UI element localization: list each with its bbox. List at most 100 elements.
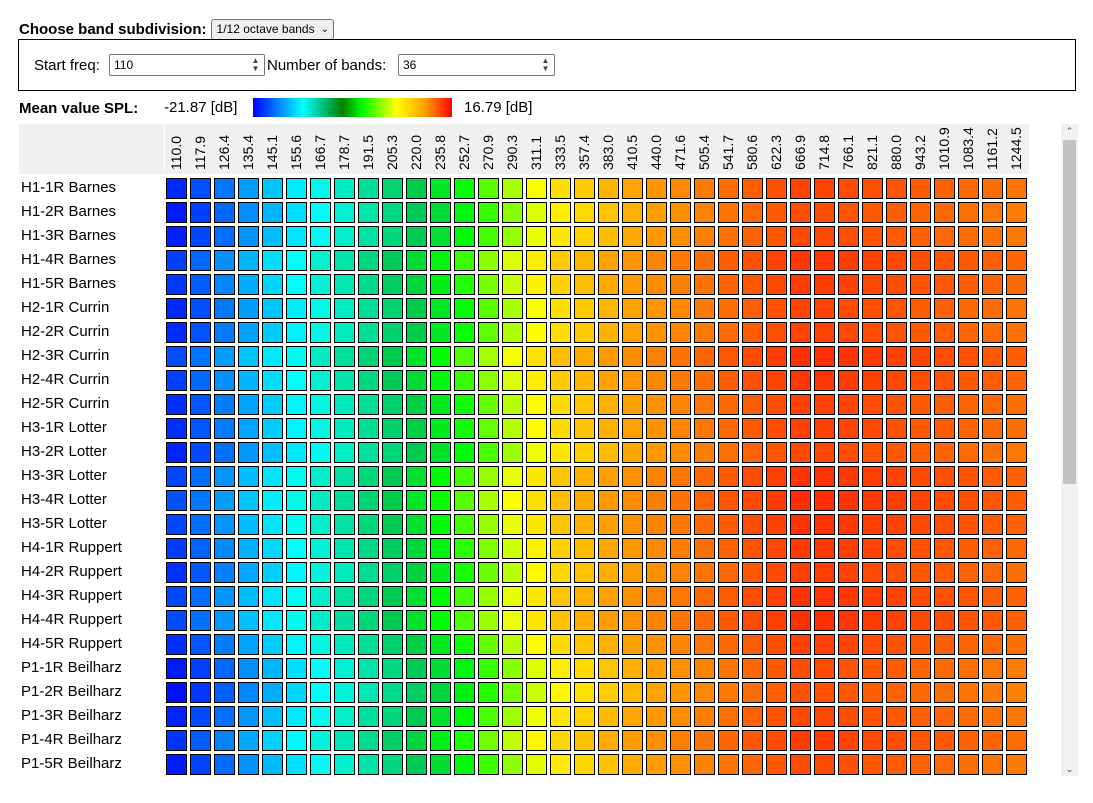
heatmap-cell[interactable] (958, 298, 979, 319)
heatmap-cell[interactable] (718, 730, 739, 751)
heatmap-cell[interactable] (478, 274, 499, 295)
heatmap-cell[interactable] (358, 178, 379, 199)
heatmap-cell[interactable] (550, 370, 571, 391)
heatmap-cell[interactable] (670, 538, 691, 559)
heatmap-cell[interactable] (598, 586, 619, 607)
heatmap-cell[interactable] (670, 370, 691, 391)
heatmap-cell[interactable] (238, 634, 259, 655)
heatmap-cell[interactable] (862, 250, 883, 271)
heatmap-cell[interactable] (358, 682, 379, 703)
heatmap-cell[interactable] (358, 346, 379, 367)
heatmap-cell[interactable] (1006, 394, 1027, 415)
heatmap-cell[interactable] (910, 610, 931, 631)
heatmap-cell[interactable] (358, 322, 379, 343)
heatmap-cell[interactable] (382, 178, 403, 199)
heatmap-cell[interactable] (526, 730, 547, 751)
heatmap-cell[interactable] (262, 586, 283, 607)
heatmap-cell[interactable] (454, 442, 475, 463)
heatmap-cell[interactable] (598, 298, 619, 319)
heatmap-cell[interactable] (622, 298, 643, 319)
heatmap-cell[interactable] (814, 298, 835, 319)
heatmap-cell[interactable] (166, 418, 187, 439)
heatmap-cell[interactable] (430, 250, 451, 271)
heatmap-cell[interactable] (502, 418, 523, 439)
heatmap-cell[interactable] (838, 610, 859, 631)
heatmap-cell[interactable] (190, 706, 211, 727)
heatmap-cell[interactable] (934, 298, 955, 319)
heatmap-cell[interactable] (886, 370, 907, 391)
heatmap-cell[interactable] (262, 562, 283, 583)
heatmap-cell[interactable] (526, 274, 547, 295)
heatmap-cell[interactable] (838, 370, 859, 391)
heatmap-cell[interactable] (910, 418, 931, 439)
heatmap-cell[interactable] (910, 370, 931, 391)
heatmap-cell[interactable] (454, 562, 475, 583)
heatmap-cell[interactable] (742, 346, 763, 367)
heatmap-cell[interactable] (766, 418, 787, 439)
heatmap-cell[interactable] (862, 514, 883, 535)
heatmap-cell[interactable] (382, 418, 403, 439)
heatmap-cell[interactable] (190, 466, 211, 487)
heatmap-cell[interactable] (958, 490, 979, 511)
heatmap-cell[interactable] (694, 274, 715, 295)
heatmap-cell[interactable] (406, 394, 427, 415)
heatmap-cell[interactable] (526, 298, 547, 319)
heatmap-cell[interactable] (718, 370, 739, 391)
heatmap-cell[interactable] (694, 442, 715, 463)
heatmap-cell[interactable] (190, 322, 211, 343)
heatmap-cell[interactable] (814, 466, 835, 487)
heatmap-cell[interactable] (238, 706, 259, 727)
heatmap-cell[interactable] (958, 322, 979, 343)
heatmap-cell[interactable] (478, 706, 499, 727)
heatmap-cell[interactable] (718, 466, 739, 487)
heatmap-cell[interactable] (430, 394, 451, 415)
heatmap-cell[interactable] (190, 370, 211, 391)
heatmap-cell[interactable] (454, 346, 475, 367)
heatmap-cell[interactable] (382, 250, 403, 271)
heatmap-cell[interactable] (862, 538, 883, 559)
heatmap-cell[interactable] (478, 346, 499, 367)
heatmap-cell[interactable] (862, 322, 883, 343)
heatmap-cell[interactable] (622, 706, 643, 727)
heatmap-cell[interactable] (694, 610, 715, 631)
heatmap-cell[interactable] (838, 274, 859, 295)
heatmap-cell[interactable] (958, 178, 979, 199)
heatmap-cell[interactable] (502, 682, 523, 703)
heatmap-cell[interactable] (838, 490, 859, 511)
heatmap-cell[interactable] (310, 538, 331, 559)
heatmap-cell[interactable] (982, 754, 1003, 775)
heatmap-cell[interactable] (766, 610, 787, 631)
heatmap-cell[interactable] (886, 274, 907, 295)
heatmap-cell[interactable] (550, 274, 571, 295)
heatmap-cell[interactable] (430, 682, 451, 703)
heatmap-cell[interactable] (430, 346, 451, 367)
heatmap-cell[interactable] (358, 514, 379, 535)
heatmap-cell[interactable] (694, 634, 715, 655)
heatmap-cell[interactable] (598, 226, 619, 247)
heatmap-cell[interactable] (190, 226, 211, 247)
heatmap-cell[interactable] (742, 418, 763, 439)
heatmap-cell[interactable] (766, 466, 787, 487)
heatmap-cell[interactable] (214, 466, 235, 487)
heatmap-cell[interactable] (310, 346, 331, 367)
heatmap-cell[interactable] (598, 706, 619, 727)
heatmap-cell[interactable] (478, 322, 499, 343)
heatmap-cell[interactable] (838, 538, 859, 559)
heatmap-cell[interactable] (262, 466, 283, 487)
heatmap-cell[interactable] (406, 346, 427, 367)
heatmap-cell[interactable] (550, 610, 571, 631)
heatmap-cell[interactable] (214, 658, 235, 679)
heatmap-cell[interactable] (934, 634, 955, 655)
heatmap-cell[interactable] (574, 274, 595, 295)
heatmap-cell[interactable] (886, 178, 907, 199)
heatmap-cell[interactable] (718, 658, 739, 679)
heatmap-cell[interactable] (598, 274, 619, 295)
heatmap-cell[interactable] (406, 682, 427, 703)
heatmap-cell[interactable] (166, 226, 187, 247)
heatmap-cell[interactable] (838, 346, 859, 367)
heatmap-cell[interactable] (646, 250, 667, 271)
heatmap-cell[interactable] (526, 250, 547, 271)
heatmap-cell[interactable] (166, 658, 187, 679)
heatmap-cell[interactable] (742, 322, 763, 343)
heatmap-cell[interactable] (334, 730, 355, 751)
